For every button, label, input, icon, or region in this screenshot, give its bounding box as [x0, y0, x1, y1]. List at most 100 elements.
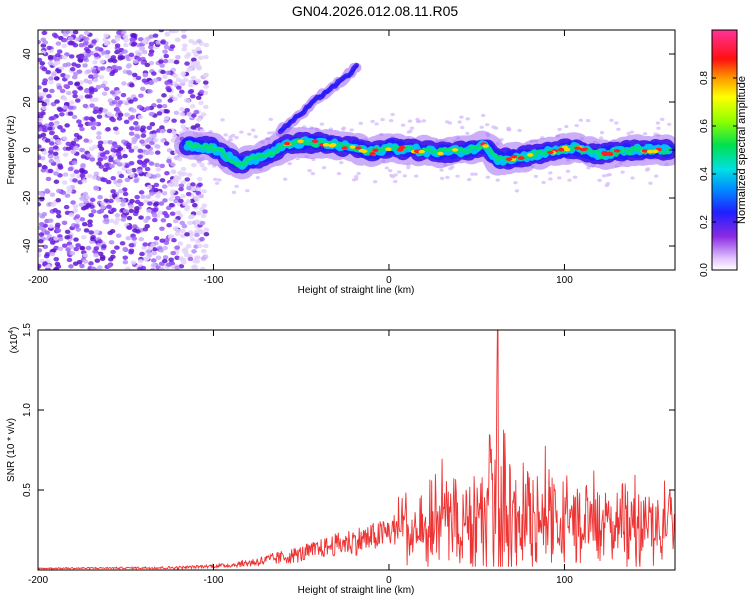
noise-mark: [81, 221, 88, 227]
noise-mark: [139, 46, 146, 51]
noise-mark: [132, 145, 139, 151]
noise-mark: [181, 171, 188, 177]
noise-mark: [154, 162, 160, 168]
noise-mark: [55, 197, 62, 203]
noise-mark: [76, 135, 83, 140]
noise-mark: [83, 40, 89, 45]
noise-mark: [115, 182, 122, 188]
noise-mark: [159, 63, 165, 68]
noise-mark: [121, 187, 128, 192]
noise-mark: [73, 237, 79, 242]
ridge-hotspot: [451, 148, 459, 152]
noise-mark: [514, 189, 520, 193]
noise-mark: [152, 217, 158, 223]
noise-mark: [68, 100, 75, 105]
noise-mark: [124, 163, 130, 169]
noise-mark: [172, 177, 179, 182]
noise-mark: [83, 30, 90, 36]
noise-mark: [200, 256, 207, 261]
noise-mark: [171, 130, 178, 136]
noise-mark: [199, 236, 205, 242]
noise-mark: [57, 246, 64, 251]
noise-mark: [397, 170, 402, 174]
noise-mark: [100, 205, 106, 210]
noise-mark: [85, 245, 92, 251]
noise-mark: [170, 250, 176, 256]
noise-mark: [193, 52, 200, 57]
spectrogram-x-ticks: -200 -100 0 100: [28, 30, 573, 286]
noise-mark: [110, 189, 116, 194]
noise-mark: [140, 194, 146, 200]
noise-mark: [194, 239, 201, 244]
noise-mark: [57, 173, 63, 178]
noise-mark: [133, 208, 140, 214]
noise-mark: [57, 125, 63, 130]
ridge-hotspot: [641, 149, 648, 153]
noise-mark: [92, 109, 99, 115]
ridge-band: [185, 137, 671, 168]
noise-mark: [173, 155, 179, 160]
noise-mark: [128, 208, 135, 214]
noise-mark: [73, 145, 79, 151]
noise-mark: [97, 157, 104, 162]
noise-mark: [120, 92, 127, 98]
noise-mark: [659, 117, 665, 121]
noise-mark: [196, 176, 203, 182]
noise-mark: [448, 166, 453, 171]
noise-mark: [358, 121, 364, 125]
noise-mark: [38, 144, 42, 149]
noise-mark: [137, 154, 143, 159]
noise-mark: [112, 143, 119, 149]
noise-mark: [629, 130, 635, 134]
noise-mark: [95, 135, 102, 140]
noise-mark: [97, 143, 103, 149]
colorbar-label: Normalized spectral amplitude: [736, 76, 748, 224]
noise-mark: [111, 207, 117, 213]
noise-mark: [41, 164, 48, 170]
noise-mark: [54, 99, 60, 104]
noise-mark: [191, 186, 197, 191]
noise-mark: [124, 177, 131, 183]
noise-mark: [91, 175, 98, 180]
noise-mark: [55, 222, 61, 227]
noise-mark: [147, 246, 153, 251]
noise-mark: [156, 98, 162, 104]
noise-mark: [169, 189, 176, 194]
spectrogram-ridge: [174, 62, 675, 180]
noise-mark: [66, 185, 72, 191]
snr-x-tick-label: -100: [203, 575, 223, 586]
noise-mark: [175, 77, 182, 83]
noise-mark: [131, 168, 137, 173]
noise-mark: [100, 83, 106, 89]
noise-mark: [62, 37, 68, 43]
noise-mark: [127, 71, 133, 76]
noise-mark: [38, 239, 44, 244]
noise-mark: [164, 171, 170, 176]
noise-mark: [173, 182, 179, 187]
noise-mark: [481, 113, 486, 118]
noise-mark: [70, 140, 77, 145]
noise-mark: [77, 58, 84, 63]
noise-mark: [186, 185, 192, 191]
noise-mark: [200, 248, 207, 254]
noise-mark: [574, 123, 579, 128]
noise-mark: [159, 238, 166, 243]
noise-mark: [138, 215, 144, 220]
noise-mark: [174, 195, 181, 201]
noise-mark: [194, 123, 201, 128]
noise-mark: [181, 223, 188, 229]
noise-mark: [199, 128, 205, 134]
noise-mark: [87, 121, 94, 127]
noise-mark: [105, 126, 111, 132]
noise-mark: [175, 55, 181, 60]
noise-mark: [123, 119, 130, 124]
noise-mark: [38, 232, 45, 237]
noise-mark: [548, 177, 553, 181]
noise-mark: [203, 243, 209, 249]
noise-mark: [467, 178, 472, 182]
noise-mark: [70, 149, 77, 155]
noise-mark: [60, 128, 66, 133]
noise-mark: [128, 131, 135, 136]
noise-mark: [185, 191, 192, 197]
